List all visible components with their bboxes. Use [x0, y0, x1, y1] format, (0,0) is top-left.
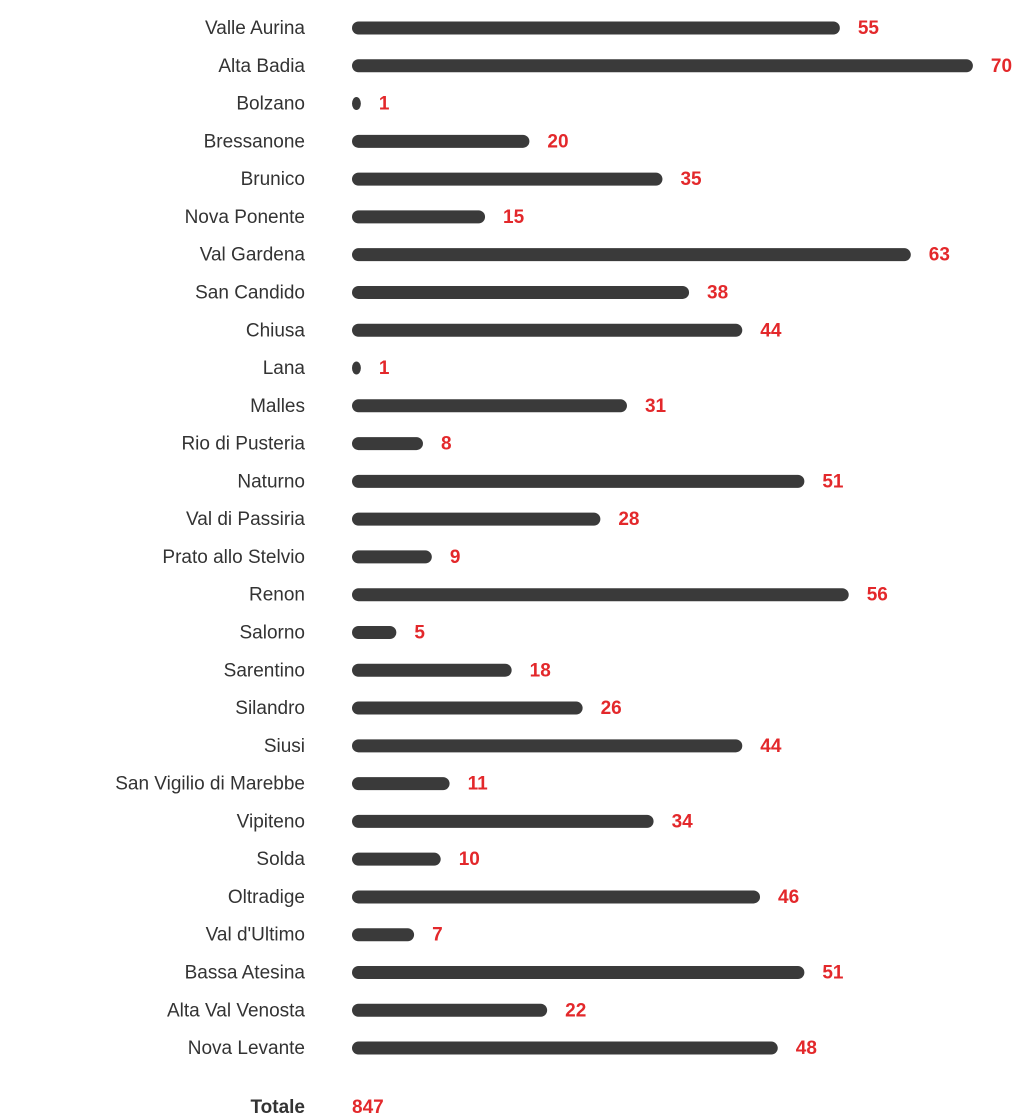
bar [352, 512, 601, 526]
category-label: Bressanone [204, 131, 305, 152]
category-label: Lana [263, 358, 306, 379]
value-label: 22 [565, 1000, 586, 1021]
bar [352, 437, 423, 451]
value-label: 46 [778, 887, 799, 908]
bar [352, 21, 840, 35]
value-label: 5 [414, 622, 425, 643]
category-label: Val di Passiria [186, 509, 305, 530]
category-label: Silandro [235, 698, 305, 719]
bar [352, 399, 627, 413]
value-label: 55 [858, 18, 880, 39]
value-label: 51 [822, 963, 844, 984]
total-label: Totale [250, 1097, 305, 1118]
bar [352, 172, 663, 186]
category-label: Val d'Ultimo [206, 925, 305, 946]
value-label: 1 [379, 94, 390, 115]
category-label: Nova Ponente [185, 207, 305, 228]
bar [352, 1041, 778, 1055]
value-label: 35 [680, 169, 702, 190]
value-label: 7 [432, 925, 443, 946]
category-label: Alta Badia [218, 56, 305, 77]
value-label: 31 [645, 396, 667, 417]
value-label: 10 [459, 849, 480, 870]
value-label: 63 [929, 245, 950, 266]
value-label: 18 [530, 660, 551, 681]
bar [352, 588, 849, 602]
category-label: Vipiteno [237, 811, 305, 832]
bar [352, 701, 583, 715]
value-label: 8 [441, 434, 452, 455]
category-label: Naturno [237, 471, 305, 492]
category-label: San Candido [195, 282, 305, 303]
bar [352, 1003, 548, 1017]
category-label: Nova Levante [188, 1038, 305, 1059]
value-label: 44 [760, 320, 782, 341]
value-label: 48 [796, 1038, 817, 1059]
bar [352, 777, 450, 791]
category-label: Sarentino [224, 660, 305, 681]
bar [352, 474, 805, 488]
bar [352, 97, 361, 111]
bar [352, 134, 530, 148]
category-label: Malles [250, 396, 305, 417]
category-label: Renon [249, 585, 305, 606]
value-label: 70 [991, 56, 1012, 77]
category-label: Solda [256, 849, 305, 870]
category-label: Salorno [240, 622, 306, 643]
category-label: Valle Aurina [205, 18, 305, 39]
value-label: 44 [760, 736, 782, 757]
value-label: 56 [867, 585, 888, 606]
bar [352, 966, 805, 979]
bar [352, 928, 415, 942]
value-label: 38 [707, 282, 728, 303]
value-label: 34 [672, 811, 694, 832]
category-label: Bassa Atesina [185, 963, 306, 984]
category-label: Val Gardena [200, 245, 306, 266]
value-label: 1 [379, 358, 390, 379]
value-label: 15 [503, 207, 525, 228]
bar [352, 852, 441, 866]
bar [352, 890, 761, 904]
bar [352, 361, 361, 375]
bar [352, 285, 690, 299]
bar [352, 210, 486, 224]
category-label: Prato allo Stelvio [162, 547, 305, 568]
category-label: Brunico [241, 169, 305, 190]
value-label: 20 [547, 131, 568, 152]
category-label: San Vigilio di Marebbe [115, 774, 305, 795]
category-label: Rio di Pusteria [181, 434, 305, 455]
value-label: 51 [822, 471, 844, 492]
category-label: Alta Val Venosta [167, 1000, 305, 1021]
bar [352, 739, 743, 753]
bar [352, 550, 432, 564]
value-label: 9 [450, 547, 461, 568]
value-label: 11 [468, 774, 489, 795]
value-label: 26 [601, 698, 622, 719]
category-label: Oltradige [228, 887, 305, 908]
bar [352, 625, 397, 639]
value-label: 28 [618, 509, 639, 530]
category-label: Bolzano [236, 94, 305, 115]
total-value: 847 [352, 1097, 384, 1118]
bar [352, 248, 911, 262]
category-label: Siusi [264, 736, 305, 757]
bar [352, 59, 973, 73]
bar [352, 663, 512, 677]
bar [352, 323, 743, 337]
category-label: Chiusa [246, 320, 306, 341]
bar [352, 814, 654, 828]
